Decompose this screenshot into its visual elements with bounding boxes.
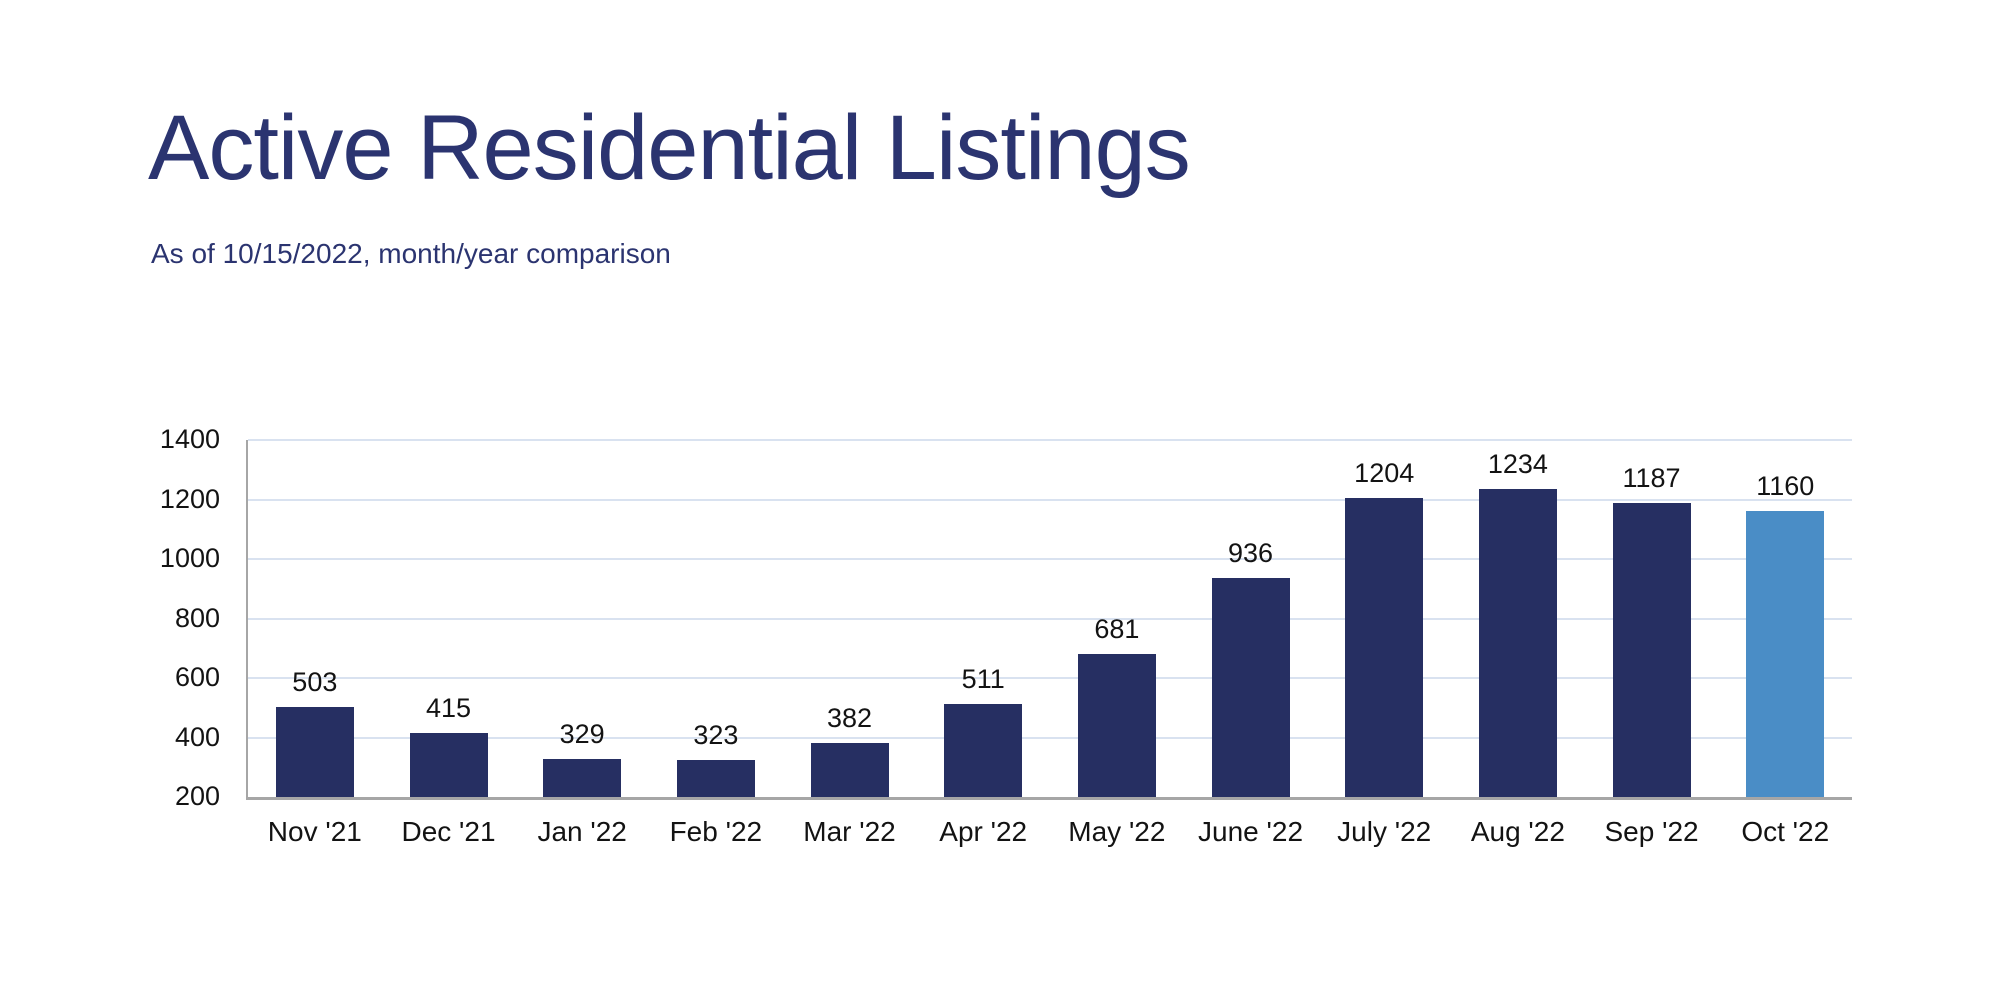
- bar: [1077, 653, 1156, 797]
- chart-title: Active Residential Listings: [148, 97, 1191, 199]
- x-axis-tick-label: May '22: [1068, 816, 1166, 847]
- x-axis-tick-label: June '22: [1198, 816, 1304, 847]
- y-axis-tick-label: 1000: [159, 543, 220, 573]
- chart-subtitle: As of 10/15/2022, month/year comparison: [151, 238, 671, 269]
- gridline: [248, 617, 1852, 620]
- bar: [1345, 498, 1424, 797]
- gridline: [248, 498, 1852, 501]
- x-axis-tick-label: Aug '22: [1470, 816, 1565, 847]
- x-axis-tick-label: July '22: [1337, 816, 1432, 847]
- gridline: [248, 558, 1852, 560]
- bar: [810, 742, 889, 797]
- y-axis-tick-label: 1400: [159, 424, 220, 454]
- bar-slot: 503 Nov '21: [248, 440, 382, 847]
- bar-value-label: 936: [1228, 538, 1274, 569]
- bar-value-label: 382: [826, 702, 873, 733]
- bar-slot: 1204 July '22: [1317, 440, 1451, 847]
- bar: [676, 760, 755, 797]
- gridline: [248, 736, 1852, 739]
- bar: [275, 706, 354, 797]
- bar-slot: 382 Mar '22: [783, 440, 917, 847]
- bar: [1211, 578, 1290, 797]
- gridline: [248, 677, 1852, 679]
- bar-slot: 415 Dec '21: [382, 440, 516, 847]
- bar-value-label: 1160: [1756, 471, 1815, 502]
- bar-series: 503 Nov '21 415 Dec '21 329 Jan '22 323 Feb '22…: [248, 440, 1852, 847]
- bar: [1478, 489, 1557, 797]
- bar: [944, 704, 1023, 797]
- x-axis-tick-label: Nov '21: [267, 816, 362, 847]
- bar: [543, 758, 622, 797]
- bar-value-label: 1234: [1487, 449, 1548, 480]
- x-axis-tick-label: Feb '22: [669, 816, 763, 847]
- bar-value-label: 415: [425, 693, 472, 724]
- bar-value-label: 323: [693, 720, 739, 751]
- x-axis-tick-label: Dec '21: [401, 816, 496, 847]
- bar-slot: 936 June '22: [1184, 440, 1318, 847]
- x-axis-tick-label: Oct '22: [1741, 816, 1830, 847]
- bar: [1746, 511, 1825, 797]
- bar-value-label: 503: [292, 666, 338, 697]
- bar-value-label: 1204: [1354, 458, 1415, 489]
- y-axis-tick-label: 1200: [159, 483, 220, 514]
- gridline: [248, 439, 1852, 441]
- bar-slot: 511 Apr '22: [916, 440, 1050, 847]
- x-axis-tick-label: Sep '22: [1604, 816, 1699, 847]
- x-axis-tick-label: Mar '22: [803, 816, 896, 847]
- bar: [1612, 503, 1691, 797]
- bar-slot: 1187 Sep '22: [1585, 440, 1719, 847]
- x-axis-tick-label: Jan '22: [537, 816, 627, 847]
- bar-slot: 1160 Oct '22: [1718, 440, 1852, 847]
- bar-value-label: 1187: [1622, 463, 1681, 494]
- x-axis-tick-label: Apr '22: [939, 816, 1028, 847]
- bar-chart-plot-area: 200 400 600 800 1000 1200 1400 503 Nov '21 415 De…: [160, 426, 1852, 847]
- bar-slot: 1234 Aug '22: [1451, 440, 1585, 847]
- bar-slot: 323 Feb '22: [649, 440, 783, 847]
- y-axis-tick-label: 400: [174, 721, 220, 752]
- bar: [409, 733, 488, 797]
- bar-slot: 329 Jan '22: [515, 440, 649, 847]
- bar-value-label: 511: [961, 664, 1005, 695]
- y-axis-tick-label: 600: [174, 662, 220, 692]
- bar-value-label: 329: [559, 718, 605, 749]
- bar-value-label: 681: [1094, 613, 1140, 644]
- bar-slot: 681 May '22: [1050, 440, 1184, 847]
- y-axis-tick-label: 200: [174, 781, 220, 811]
- y-axis-tick-label: 800: [174, 602, 220, 633]
